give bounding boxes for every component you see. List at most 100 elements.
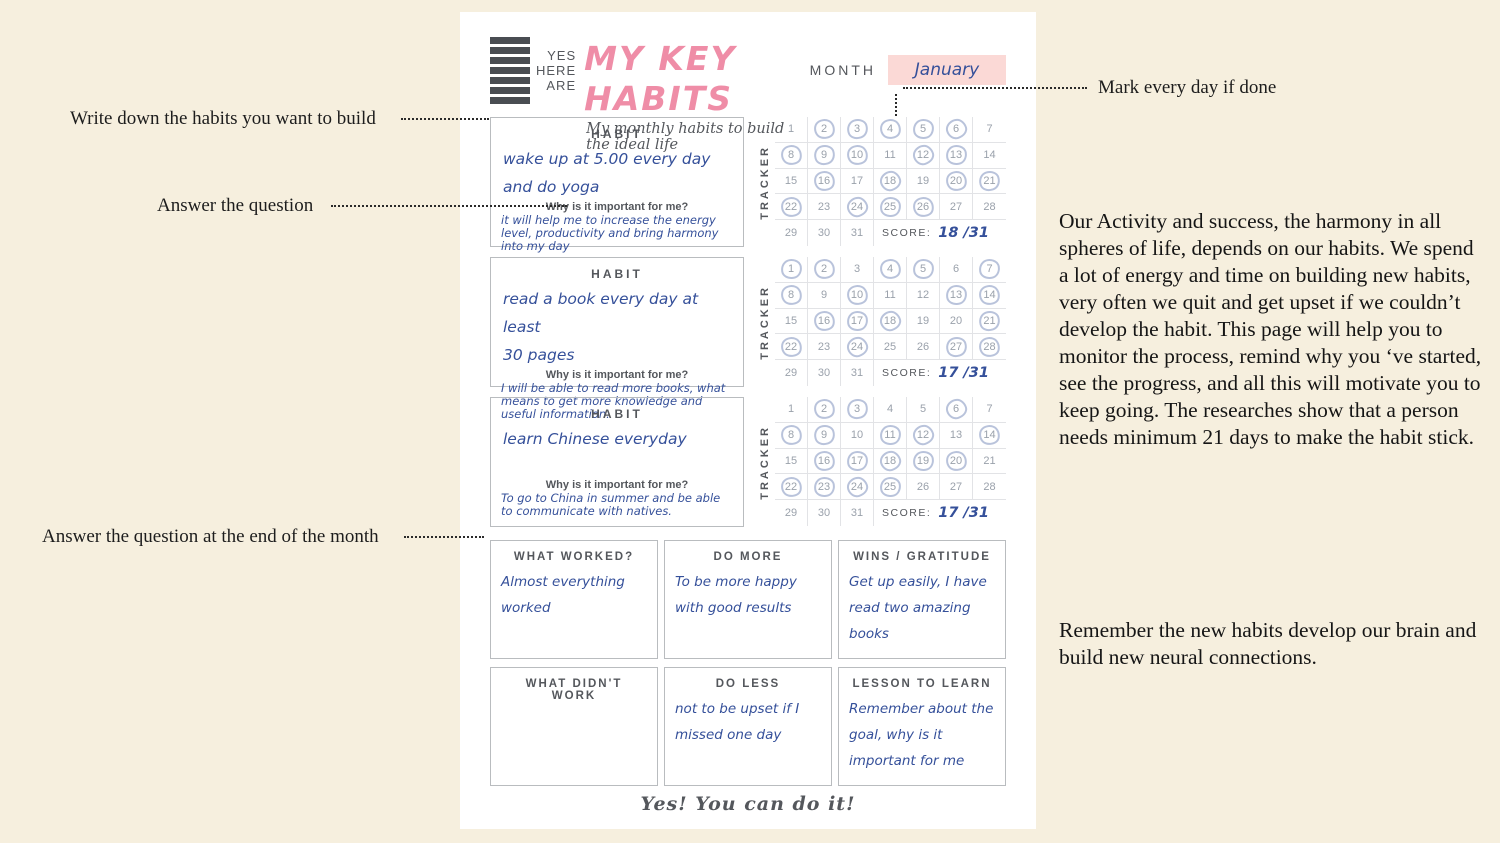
- tracker-day-13[interactable]: 13: [940, 422, 973, 449]
- tracker-day-1[interactable]: 1: [775, 117, 808, 143]
- tracker-day-8-marked[interactable]: 8: [775, 282, 808, 309]
- tracker-day-10-marked[interactable]: 10: [841, 282, 874, 309]
- tracker-day-22-marked[interactable]: 22: [775, 334, 808, 361]
- tracker-day-12-marked[interactable]: 12: [907, 422, 940, 449]
- tracker-day-27-marked[interactable]: 27: [940, 334, 973, 361]
- tracker-day-6-marked[interactable]: 6: [940, 396, 973, 423]
- tracker-day-8-marked[interactable]: 8: [775, 142, 808, 169]
- tracker-day-24-marked[interactable]: 24: [841, 474, 874, 501]
- tracker-day-31[interactable]: 31: [841, 500, 874, 526]
- tracker-day-11[interactable]: 11: [874, 142, 907, 169]
- habit-text[interactable]: learn Chinese everyday: [503, 430, 687, 448]
- tracker-day-6-marked[interactable]: 6: [940, 116, 973, 143]
- tracker-day-28-marked[interactable]: 28: [973, 334, 1006, 361]
- tracker-day-23-marked[interactable]: 23: [808, 474, 841, 501]
- tracker-day-13-marked[interactable]: 13: [940, 142, 973, 169]
- tracker-day-17[interactable]: 17: [841, 168, 874, 195]
- review-box[interactable]: DO MORE To be more happy with good resul…: [664, 540, 832, 659]
- tracker-day-24-marked[interactable]: 24: [841, 194, 874, 221]
- tracker-day-9-marked[interactable]: 9: [808, 422, 841, 449]
- tracker-day-26[interactable]: 26: [907, 334, 940, 361]
- month-field[interactable]: January: [888, 55, 1006, 85]
- tracker-day-17-marked[interactable]: 17: [841, 308, 874, 335]
- tracker-day-21[interactable]: 21: [973, 449, 1006, 475]
- tracker-day-2-marked[interactable]: 2: [808, 117, 841, 143]
- tracker-day-3-marked[interactable]: 3: [841, 396, 874, 423]
- tracker-day-3-marked[interactable]: 3: [841, 116, 874, 143]
- tracker-day-14[interactable]: 14: [973, 143, 1006, 169]
- tracker-day-5-marked[interactable]: 5: [907, 257, 940, 283]
- review-box[interactable]: WHAT WORKED? Almost everything worked: [490, 540, 658, 659]
- tracker-day-7-marked[interactable]: 7: [973, 257, 1006, 283]
- why-important-text[interactable]: it will help me to increase the energy l…: [501, 213, 719, 253]
- tracker-day-15[interactable]: 15: [775, 448, 808, 475]
- tracker-day-10[interactable]: 10: [841, 422, 874, 449]
- tracker-day-16-marked[interactable]: 16: [808, 308, 841, 335]
- tracker-day-7[interactable]: 7: [973, 117, 1006, 143]
- tracker-day-23[interactable]: 23: [808, 194, 841, 221]
- tracker-day-4-marked[interactable]: 4: [874, 257, 907, 283]
- tracker-day-27[interactable]: 27: [940, 194, 973, 221]
- tracker-day-1-marked[interactable]: 1: [775, 257, 808, 283]
- tracker-day-25-marked[interactable]: 25: [874, 194, 907, 221]
- tracker-day-21-marked[interactable]: 21: [973, 168, 1006, 195]
- tracker-day-20-marked[interactable]: 20: [940, 168, 973, 195]
- tracker-day-31[interactable]: 31: [841, 360, 874, 386]
- habit-text[interactable]: wake up at 5.00 every day and do yoga: [503, 150, 711, 196]
- tracker-day-6[interactable]: 6: [940, 257, 973, 283]
- tracker-day-13-marked[interactable]: 13: [940, 282, 973, 309]
- tracker-day-30[interactable]: 30: [808, 220, 841, 246]
- habit-box[interactable]: HABIT learn Chinese everyday Why is it i…: [490, 397, 744, 527]
- tracker-day-1[interactable]: 1: [775, 397, 808, 423]
- tracker-day-20-marked[interactable]: 20: [940, 448, 973, 475]
- tracker-day-9[interactable]: 9: [808, 282, 841, 309]
- tracker-day-31[interactable]: 31: [841, 220, 874, 246]
- tracker-day-8-marked[interactable]: 8: [775, 422, 808, 449]
- tracker-day-15[interactable]: 15: [775, 308, 808, 335]
- tracker-day-29[interactable]: 29: [775, 220, 808, 246]
- tracker-day-4[interactable]: 4: [874, 397, 907, 423]
- tracker-day-25[interactable]: 25: [874, 334, 907, 361]
- tracker-day-26-marked[interactable]: 26: [907, 194, 940, 221]
- tracker-day-19[interactable]: 19: [907, 168, 940, 195]
- tracker-day-16-marked[interactable]: 16: [808, 168, 841, 195]
- tracker-day-12[interactable]: 12: [907, 282, 940, 309]
- habit-box[interactable]: HABIT read a book every day at least 30 …: [490, 257, 744, 421]
- why-important-text[interactable]: To go to China in summer and be able to …: [501, 491, 721, 518]
- tracker-day-18-marked[interactable]: 18: [874, 448, 907, 475]
- tracker-day-7[interactable]: 7: [973, 397, 1006, 423]
- tracker-day-3[interactable]: 3: [841, 257, 874, 283]
- tracker-day-5-marked[interactable]: 5: [907, 117, 940, 143]
- tracker-day-18-marked[interactable]: 18: [874, 168, 907, 195]
- review-box[interactable]: LESSON TO LEARN Remember about the goal,…: [838, 667, 1006, 786]
- review-box[interactable]: WHAT DIDN'T WORK: [490, 667, 658, 786]
- tracker-day-22-marked[interactable]: 22: [775, 474, 808, 501]
- tracker-day-30[interactable]: 30: [808, 360, 841, 386]
- habit-box[interactable]: HABIT wake up at 5.00 every day and do y…: [490, 117, 744, 253]
- tracker-day-14-marked[interactable]: 14: [973, 423, 1006, 449]
- tracker-day-5[interactable]: 5: [907, 397, 940, 423]
- tracker-day-20[interactable]: 20: [940, 308, 973, 335]
- tracker-day-30[interactable]: 30: [808, 500, 841, 526]
- tracker-day-24-marked[interactable]: 24: [841, 334, 874, 361]
- tracker-day-25-marked[interactable]: 25: [874, 474, 907, 501]
- tracker-day-11[interactable]: 11: [874, 282, 907, 309]
- tracker-day-18-marked[interactable]: 18: [874, 308, 907, 335]
- tracker-day-27[interactable]: 27: [940, 474, 973, 501]
- review-box[interactable]: WINS / GRATITUDE Get up easily, I have r…: [838, 540, 1006, 659]
- tracker-day-19-marked[interactable]: 19: [907, 448, 940, 475]
- tracker-day-9-marked[interactable]: 9: [808, 142, 841, 169]
- tracker-day-29[interactable]: 29: [775, 360, 808, 386]
- tracker-day-19[interactable]: 19: [907, 308, 940, 335]
- tracker-day-10-marked[interactable]: 10: [841, 142, 874, 169]
- tracker-day-11-marked[interactable]: 11: [874, 422, 907, 449]
- tracker-day-2-marked[interactable]: 2: [808, 397, 841, 423]
- tracker-day-28[interactable]: 28: [973, 194, 1006, 221]
- tracker-day-22-marked[interactable]: 22: [775, 194, 808, 221]
- tracker-day-28[interactable]: 28: [973, 474, 1006, 501]
- tracker-day-29[interactable]: 29: [775, 500, 808, 526]
- tracker-day-2-marked[interactable]: 2: [808, 257, 841, 283]
- tracker-day-15[interactable]: 15: [775, 168, 808, 195]
- habit-text[interactable]: read a book every day at least 30 pages: [503, 290, 699, 364]
- tracker-day-23[interactable]: 23: [808, 334, 841, 361]
